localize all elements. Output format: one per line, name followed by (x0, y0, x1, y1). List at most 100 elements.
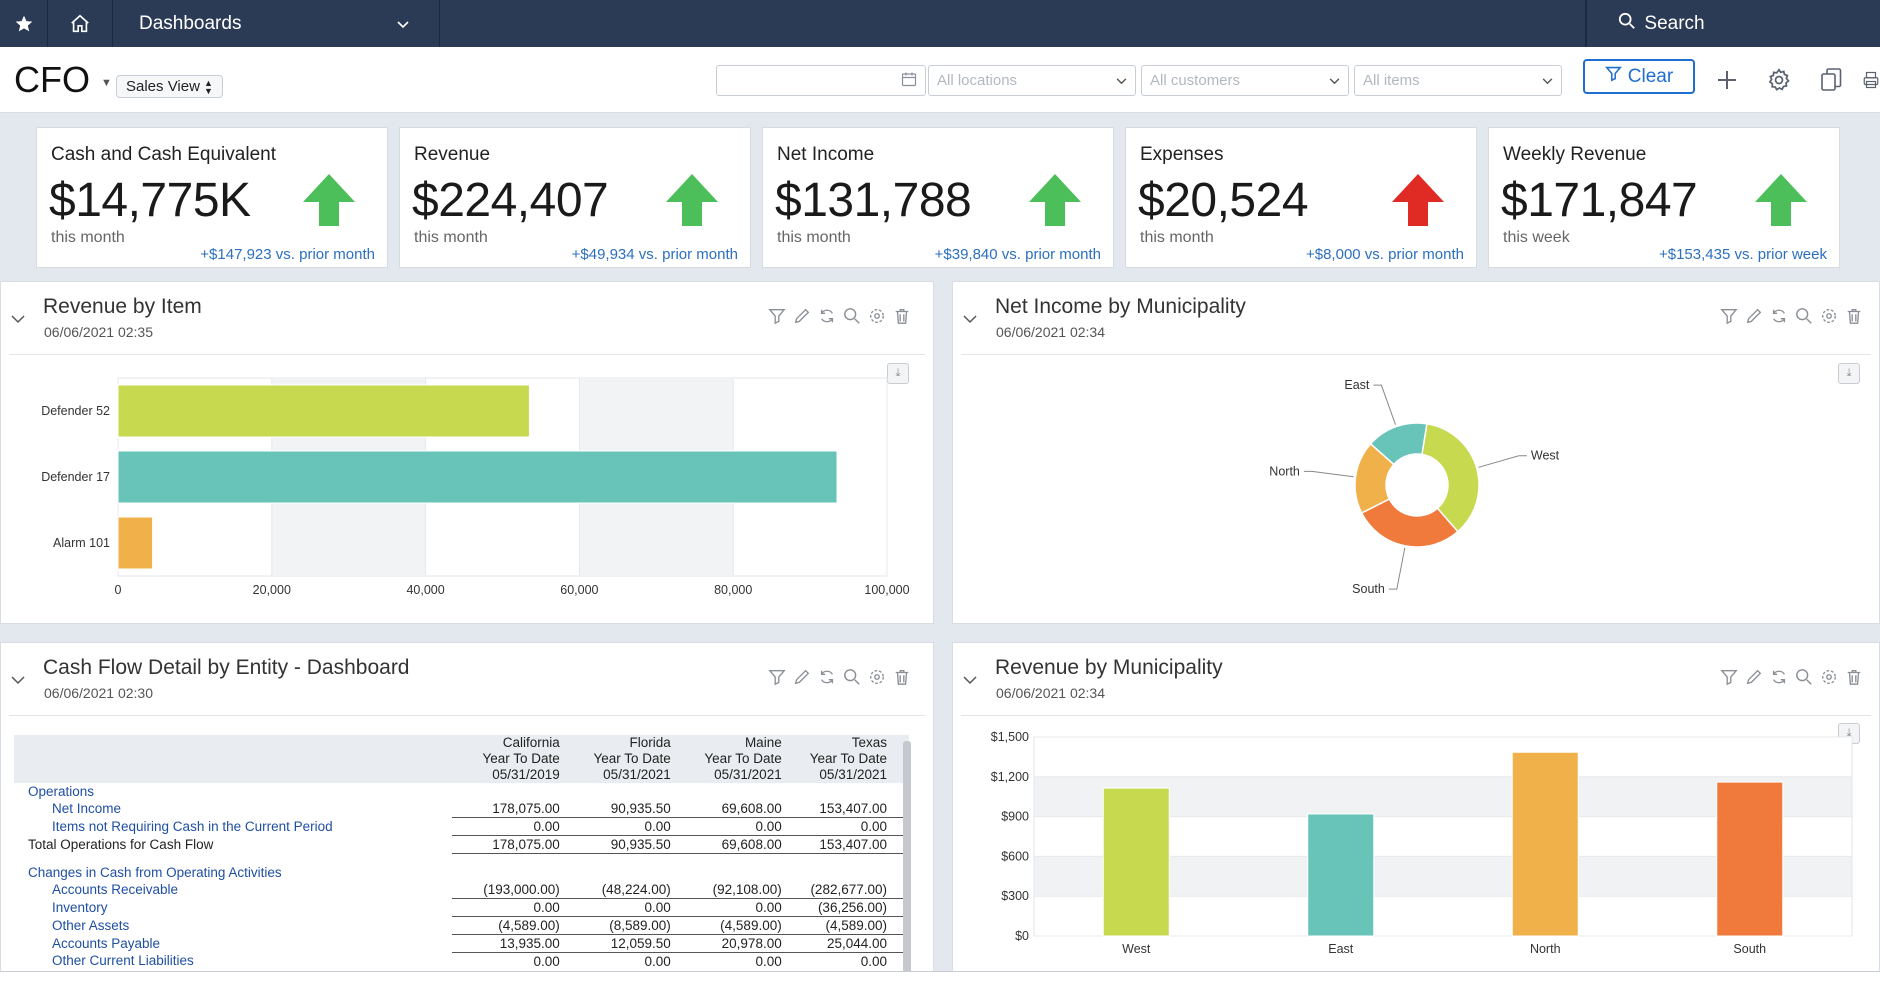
kpi-card-weekly-revenue[interactable]: Weekly Revenue $171,847 this week +$153,… (1488, 127, 1840, 268)
chevron-down-icon (397, 13, 409, 35)
kpi-period: this week (1503, 229, 1570, 246)
table-row: Other Assets (4,589.00) (8,589.00) (4,589.0… (14, 916, 909, 935)
y-tick-label: $1,500 (991, 730, 1029, 744)
date-filter-input[interactable] (716, 65, 926, 96)
y-tick-label: $600 (1001, 849, 1029, 863)
x-tick-label: 40,000 (406, 583, 444, 597)
kpi-delta: +$49,934 vs. prior month (571, 246, 738, 263)
kpi-title: Revenue (414, 144, 491, 165)
kpi-card-cash[interactable]: Cash and Cash Equivalent $14,775K this m… (36, 127, 388, 268)
kpi-card-expenses[interactable]: Expenses $20,524 this month +$8,000 vs. … (1125, 127, 1477, 268)
collapse-chevron-icon[interactable] (11, 673, 25, 688)
row-label[interactable]: Changes in Cash from Operating Activitie… (28, 864, 282, 880)
row-label[interactable]: Other Assets (52, 917, 130, 933)
edit-pencil-icon[interactable] (1744, 667, 1763, 686)
x-tick-label: 100,000 (864, 583, 909, 597)
donut-slice (1421, 422, 1480, 533)
edit-pencil-icon[interactable] (1744, 306, 1763, 325)
title-chevron-down-icon[interactable]: ▼ (101, 77, 112, 89)
kpi-value: $14,775K (49, 174, 251, 227)
gear-icon[interactable] (1764, 65, 1794, 95)
view-selector-label: Sales View (126, 78, 200, 95)
table-cell: 12,059.50 (565, 934, 677, 953)
zoom-icon[interactable] (842, 306, 861, 325)
panel-date: 06/06/2021 02:34 (996, 685, 1105, 701)
table-cell: 0.00 (451, 898, 566, 917)
row-label[interactable]: Operations (28, 784, 95, 799)
refresh-icon[interactable] (817, 667, 836, 686)
kpi-value: $224,407 (412, 174, 609, 227)
panel-title: Revenue by Municipality (995, 656, 1223, 679)
refresh-icon[interactable] (1769, 667, 1788, 686)
trash-icon[interactable] (892, 306, 911, 325)
clear-filters-button[interactable]: Clear (1583, 59, 1695, 94)
favorites-star-icon[interactable] (0, 0, 48, 47)
customers-filter-placeholder: All customers (1150, 72, 1241, 89)
zoom-icon[interactable] (1794, 306, 1813, 325)
y-tick-label: $1,200 (991, 770, 1029, 784)
trash-icon[interactable] (892, 667, 911, 686)
clear-filters-label: Clear (1627, 65, 1674, 87)
edit-pencil-icon[interactable] (792, 306, 811, 325)
row-label[interactable]: Net Income (52, 801, 122, 817)
table-cell (677, 783, 788, 800)
kpi-card-net-income[interactable]: Net Income $131,788 this month +$39,840 … (762, 127, 1114, 268)
collapse-chevron-icon[interactable] (11, 312, 25, 327)
kpi-strip: Cash and Cash Equivalent $14,775K this m… (0, 113, 1880, 280)
table-cell: (282,677.00) (787, 880, 909, 899)
edit-pencil-icon[interactable] (792, 667, 811, 686)
refresh-icon[interactable] (817, 306, 836, 325)
gear-icon[interactable] (1819, 306, 1838, 325)
filter-icon[interactable] (1719, 667, 1738, 686)
filter-icon[interactable] (1719, 306, 1738, 325)
trend-up-arrow-icon (303, 174, 355, 226)
table-cell: (4,589.00) (676, 916, 788, 935)
table-scrollbar[interactable] (903, 741, 911, 971)
table-cell: 69,608.00 (676, 800, 788, 818)
items-filter-select[interactable]: All items (1354, 65, 1562, 96)
row-label[interactable]: Items not Requiring Cash in the Current … (52, 819, 333, 834)
collapse-chevron-icon[interactable] (963, 312, 977, 327)
zoom-icon[interactable] (1794, 667, 1813, 686)
gear-icon[interactable] (1819, 667, 1838, 686)
row-label[interactable]: Other Current Liabilities (52, 953, 194, 969)
locations-filter-placeholder: All locations (937, 72, 1018, 89)
kpi-value: $131,788 (775, 174, 972, 227)
table-cell: 0.00 (860, 819, 887, 834)
refresh-icon[interactable] (1769, 306, 1788, 325)
x-tick-label: 0 (115, 583, 122, 597)
bottom-edge (0, 971, 1880, 984)
print-icon[interactable] (1862, 65, 1880, 95)
add-icon[interactable] (1712, 65, 1742, 95)
table-cell: 0.00 (676, 898, 788, 917)
collapse-chevron-icon[interactable] (963, 673, 977, 688)
customers-filter-select[interactable]: All customers (1141, 65, 1349, 96)
row-label[interactable]: Inventory (52, 899, 108, 915)
trash-icon[interactable] (1844, 306, 1863, 325)
copy-icon[interactable] (1816, 65, 1846, 95)
gear-icon[interactable] (867, 306, 886, 325)
download-icon[interactable]: ⤓ (887, 363, 909, 384)
filter-icon[interactable] (767, 667, 786, 686)
table-cell (788, 783, 909, 800)
dashboards-menu[interactable]: Dashboards (113, 0, 440, 47)
table-row: Net Income 178,075.00 90,935.50 69,608.00 15… (14, 800, 909, 818)
trend-up-arrow-icon (1755, 174, 1807, 226)
table-row: Items not Requiring Cash in the Current … (14, 818, 909, 836)
download-icon[interactable]: ⤓ (1838, 363, 1860, 384)
view-selector[interactable]: Sales View ▲ ▼ (116, 75, 223, 98)
row-label[interactable]: Accounts Payable (52, 935, 161, 951)
y-tick-label: $300 (1001, 889, 1029, 903)
bar (1102, 787, 1170, 937)
row-label[interactable]: Accounts Receivable (52, 881, 179, 897)
search-button[interactable]: Search (1586, 0, 1736, 47)
filter-icon[interactable] (767, 306, 786, 325)
panel-title: Cash Flow Detail by Entity - Dashboard (43, 656, 410, 679)
zoom-icon[interactable] (842, 667, 861, 686)
locations-filter-select[interactable]: All locations (928, 65, 1136, 96)
table-row: Total Operations for Cash Flow 178,075.00… (14, 835, 909, 854)
gear-icon[interactable] (867, 667, 886, 686)
trash-icon[interactable] (1844, 667, 1863, 686)
kpi-card-revenue[interactable]: Revenue $224,407 this month +$49,934 vs.… (399, 127, 751, 268)
home-icon[interactable] (48, 0, 113, 47)
